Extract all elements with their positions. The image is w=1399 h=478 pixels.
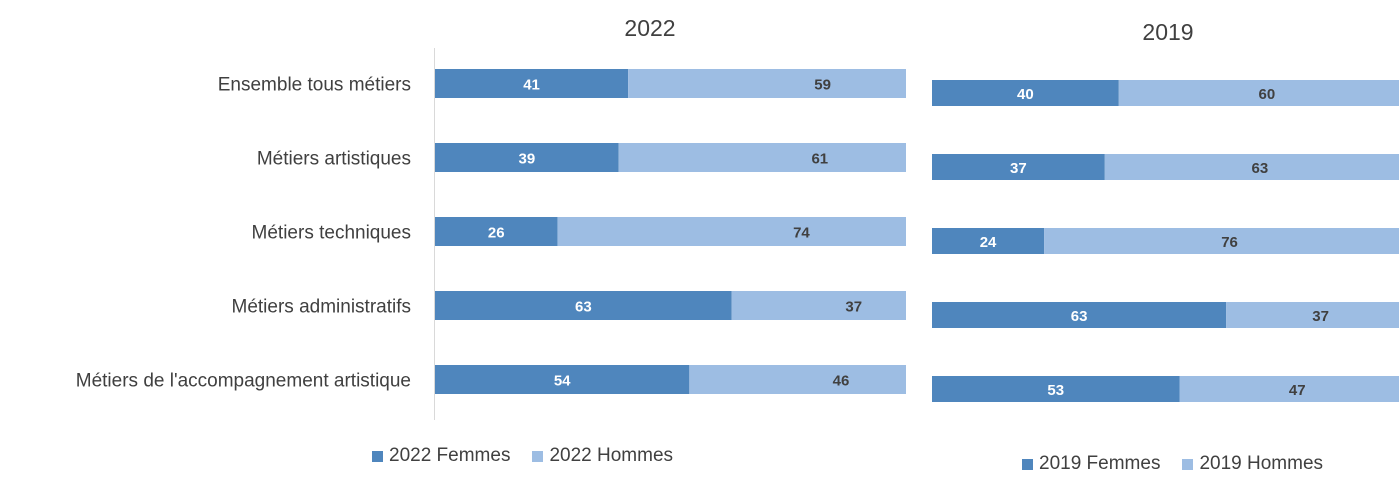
- data-label: 39: [519, 151, 536, 168]
- legend-2019: 2019 Femmes 2019 Hommes: [1022, 453, 1323, 475]
- bar-segment: [1104, 154, 1399, 180]
- chart-title-2022: 2022: [624, 15, 675, 41]
- legend-item-2022-femmes: 2022 Femmes: [372, 445, 510, 467]
- data-label: 59: [814, 77, 831, 94]
- bar-segment: [1118, 80, 1399, 106]
- bar-segment: [1179, 376, 1399, 402]
- data-label: 46: [833, 373, 850, 390]
- legend-item-2019-femmes: 2019 Femmes: [1022, 453, 1160, 475]
- legend-label: 2022 Femmes: [389, 445, 511, 466]
- category-label: Ensemble tous métiers: [218, 75, 411, 96]
- bar-segment: [435, 69, 629, 98]
- category-label: Métiers techniques: [252, 223, 411, 244]
- legend-swatch: [1182, 458, 1194, 470]
- chart-title-2019: 2019: [1142, 19, 1193, 45]
- data-label: 41: [523, 77, 540, 94]
- data-label: 63: [575, 299, 592, 316]
- legend-swatch: [532, 450, 544, 462]
- bar-segment: [932, 302, 1227, 328]
- data-label: 74: [793, 225, 810, 242]
- legend-label: 2022 Hommes: [549, 445, 674, 466]
- bar-segment: [435, 291, 732, 320]
- category-label: Métiers artistiques: [257, 149, 411, 170]
- data-label: 37: [1010, 160, 1027, 177]
- bar-segment: [932, 228, 1045, 254]
- bar-segment: [932, 154, 1105, 180]
- data-label: 61: [811, 151, 828, 168]
- data-label: 63: [1071, 308, 1088, 325]
- legend-item-2019-hommes: 2019 Hommes: [1182, 453, 1323, 475]
- legend-2022: 2022 Femmes 2022 Hommes: [372, 445, 673, 467]
- data-label: 60: [1259, 86, 1276, 103]
- data-label: 37: [1312, 308, 1329, 325]
- data-label: 37: [845, 299, 862, 316]
- bar-segment: [435, 143, 619, 172]
- data-label: 47: [1289, 382, 1306, 399]
- bar-segment: [628, 69, 906, 98]
- legend-swatch: [1022, 458, 1033, 470]
- panel-2022: Ensemble tous métiers 41 59 Métiers artisti…: [76, 69, 906, 394]
- data-label: 53: [1047, 382, 1064, 399]
- legend-label: 2019 Femmes: [1039, 453, 1161, 474]
- bar-segment: [932, 80, 1119, 106]
- category-label: Métiers de l'accompagnement artistique: [76, 371, 411, 392]
- bar-segment: [689, 365, 906, 394]
- bar-segment: [731, 291, 906, 320]
- bar-segment: [618, 143, 906, 172]
- data-label: 26: [488, 225, 505, 242]
- data-label: 76: [1221, 234, 1238, 251]
- data-label: 63: [1252, 160, 1269, 177]
- bar-segment: [557, 217, 906, 246]
- data-label: 24: [980, 234, 997, 251]
- panel-2019: 40 60 37 63 24 76 63 37 53 47: [932, 80, 1399, 402]
- data-label: 40: [1017, 86, 1034, 103]
- bar-segment: [435, 217, 558, 246]
- bar-segment: [932, 376, 1180, 402]
- legend-swatch: [372, 450, 383, 462]
- bar-segment: [435, 365, 690, 394]
- bar-segment: [1226, 302, 1399, 328]
- data-label: 54: [554, 373, 571, 390]
- legend-label: 2019 Hommes: [1199, 453, 1324, 474]
- bar-segment: [1044, 228, 1399, 254]
- category-label: Métiers administratifs: [232, 297, 412, 318]
- legend-item-2022-hommes: 2022 Hommes: [532, 445, 673, 467]
